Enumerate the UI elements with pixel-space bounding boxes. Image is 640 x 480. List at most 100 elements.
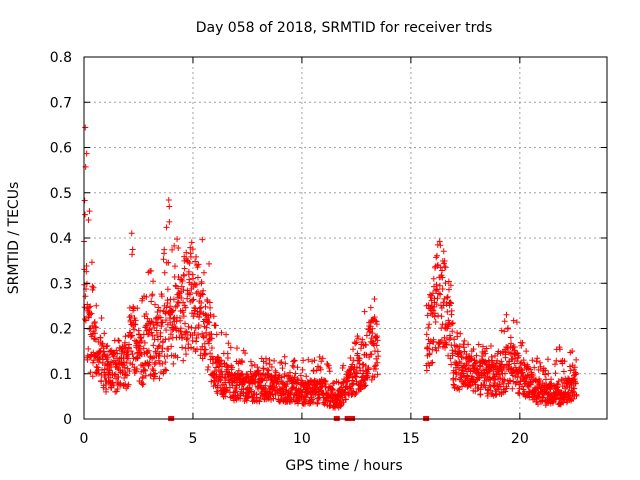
data-point [518,342,525,349]
data-point [440,248,447,255]
data-point [544,356,551,363]
data-point [180,286,187,293]
data-point [211,368,218,375]
data-point [192,258,199,265]
data-point [375,353,382,360]
data-point [167,303,174,310]
y-axis-label: SRMTID / TECUs [6,182,22,295]
data-point [210,313,217,320]
data-point [526,394,533,401]
data-point [235,367,242,374]
data-point [278,374,285,381]
data-point [205,340,212,347]
data-point [529,357,536,364]
data-point [294,364,301,371]
data-point [239,359,246,366]
x-tick-label: 0 [80,431,89,447]
data-point [443,300,450,307]
data-point [182,304,189,311]
data-point [317,366,324,373]
data-point [252,397,259,404]
data-point [199,355,206,362]
data-point [467,382,474,389]
data-point [512,380,519,387]
data-point [352,390,359,397]
data-point [448,361,455,368]
data-point [218,329,225,336]
data-point [349,381,356,388]
data-point [445,278,452,285]
data-point [128,348,135,355]
data-point [81,316,88,323]
data-point [268,364,275,371]
data-point [423,367,430,374]
data-point [195,322,202,329]
data-point [248,388,255,395]
data-point [100,348,107,355]
data-point [155,357,162,364]
data-point [501,328,508,335]
data-point [255,367,262,374]
data-point [207,304,214,311]
data-point [91,320,98,327]
data-point [207,350,214,357]
data-point [203,324,210,331]
data-point [154,332,161,339]
data-point [110,382,117,389]
data-point [202,303,209,310]
y-tick-label: 0.1 [50,367,72,383]
data-point [347,355,354,362]
data-point [145,362,152,369]
data-point [268,373,275,380]
data-point [438,313,445,320]
data-point [207,311,214,318]
data-point [194,264,201,271]
data-point [300,357,307,364]
data-point [462,365,469,372]
data-point [169,246,176,253]
data-point [427,294,434,301]
data-point [550,382,557,389]
data-point [165,345,172,352]
data-point [151,361,158,368]
data-point [523,376,530,383]
data-point [371,296,378,303]
data-point [121,359,128,366]
data-point [164,299,171,306]
data-point [172,303,179,310]
data-point [454,333,461,340]
data-point [270,395,277,402]
data-point [87,303,94,310]
data-point [451,336,458,343]
data-point [514,358,521,365]
data-point [561,358,568,365]
data-point [184,295,191,302]
data-point [496,371,503,378]
data-point [361,308,368,315]
data-point [198,278,205,285]
data-point [513,319,520,326]
data-point [101,330,108,337]
data-point [85,314,92,321]
data-point [463,362,470,369]
data-point [95,359,102,366]
data-point [447,335,454,342]
data-point [165,259,172,266]
data-point [177,317,184,324]
data-point [467,368,474,375]
data-point [139,361,146,368]
data-point [116,344,123,351]
data-point [145,347,152,354]
data-point [552,370,559,377]
data-point [208,335,215,342]
data-point [436,282,443,289]
data-point [206,299,213,306]
data-point [194,288,201,295]
data-point [131,326,138,333]
data-point [457,350,464,357]
data-point [222,374,229,380]
data-point [132,317,139,324]
data-point [150,321,157,328]
data-point [180,299,187,306]
data-point [159,319,166,326]
